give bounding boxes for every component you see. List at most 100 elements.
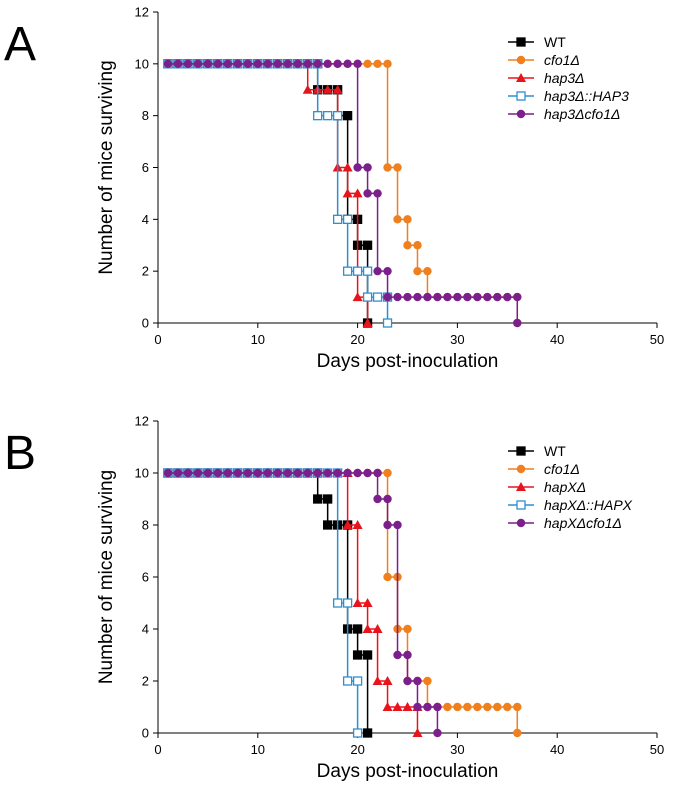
x-tick-label: 50 — [650, 332, 664, 347]
marker — [516, 55, 526, 65]
marker — [203, 59, 213, 69]
marker — [403, 292, 412, 302]
marker — [183, 468, 193, 478]
marker — [302, 84, 313, 94]
marker — [193, 59, 203, 69]
step-line — [167, 472, 439, 733]
marker — [393, 292, 402, 302]
marker — [363, 468, 372, 478]
series — [163, 468, 363, 738]
series — [163, 59, 373, 328]
marker — [313, 468, 322, 478]
legend-label: hapXΔ — [544, 479, 586, 495]
marker — [332, 111, 343, 121]
marker — [513, 292, 522, 302]
marker — [322, 84, 333, 94]
marker — [253, 59, 262, 69]
legend-label: cfo1Δ — [544, 461, 580, 477]
step-line — [167, 472, 359, 733]
marker — [503, 702, 512, 712]
marker — [283, 468, 292, 478]
y-tick-label: 2 — [142, 264, 149, 279]
marker — [243, 59, 253, 69]
legend-label: hap3Δ — [544, 70, 585, 86]
legend-label: WT — [544, 34, 566, 50]
marker — [313, 494, 323, 504]
marker — [283, 59, 292, 69]
marker — [273, 468, 282, 478]
marker — [343, 468, 352, 478]
marker — [233, 468, 243, 478]
marker — [503, 292, 512, 302]
marker — [243, 468, 253, 478]
marker — [516, 464, 526, 474]
marker — [372, 292, 383, 302]
marker — [353, 163, 362, 172]
legend-label: hap3Δ::HAP3 — [544, 88, 629, 104]
marker — [353, 59, 362, 69]
marker — [332, 84, 343, 94]
y-axis-label: Number of mice surviving — [96, 470, 117, 684]
marker — [383, 59, 392, 69]
marker — [173, 468, 183, 478]
marker — [213, 468, 223, 478]
marker — [483, 292, 492, 302]
marker — [413, 266, 422, 276]
marker — [372, 676, 383, 685]
marker — [353, 468, 362, 478]
marker — [343, 59, 352, 69]
marker — [433, 292, 442, 302]
marker — [373, 59, 382, 69]
marker — [323, 59, 332, 69]
marker — [352, 650, 363, 660]
marker — [342, 520, 353, 529]
y-tick-label: 4 — [142, 212, 149, 227]
marker — [393, 163, 402, 172]
y-tick-label: 12 — [135, 5, 149, 20]
marker — [313, 59, 322, 69]
marker — [463, 292, 472, 302]
series — [163, 59, 522, 328]
marker — [403, 676, 412, 686]
marker — [352, 266, 363, 276]
marker — [163, 468, 173, 478]
x-tick-label: 30 — [450, 742, 464, 757]
marker — [473, 292, 482, 302]
marker — [513, 318, 522, 328]
marker — [362, 598, 373, 607]
marker — [342, 266, 353, 276]
marker — [362, 728, 373, 738]
legend-label: hapXΔcfo1Δ — [544, 515, 622, 531]
marker — [373, 266, 382, 276]
marker — [516, 91, 526, 101]
marker — [352, 520, 363, 529]
marker — [323, 111, 333, 121]
marker — [373, 494, 382, 504]
series — [162, 468, 423, 737]
marker — [493, 702, 502, 712]
marker — [342, 188, 353, 198]
y-tick-label: 8 — [142, 108, 149, 123]
x-tick-label: 20 — [350, 742, 364, 757]
marker — [433, 702, 442, 712]
marker — [362, 624, 373, 633]
marker — [493, 292, 502, 302]
marker — [516, 482, 526, 491]
marker — [383, 520, 392, 530]
marker — [173, 59, 183, 69]
y-tick-label: 4 — [142, 622, 149, 637]
marker — [362, 318, 373, 327]
marker — [332, 598, 343, 608]
marker — [223, 468, 233, 478]
marker — [342, 676, 353, 686]
marker — [333, 468, 342, 478]
marker — [516, 518, 526, 528]
legend-label: cfo1Δ — [544, 52, 580, 68]
series — [163, 59, 522, 328]
marker — [402, 702, 413, 711]
marker — [393, 520, 402, 530]
marker — [253, 468, 262, 478]
marker — [342, 111, 353, 121]
marker — [423, 702, 432, 712]
marker — [413, 241, 422, 250]
